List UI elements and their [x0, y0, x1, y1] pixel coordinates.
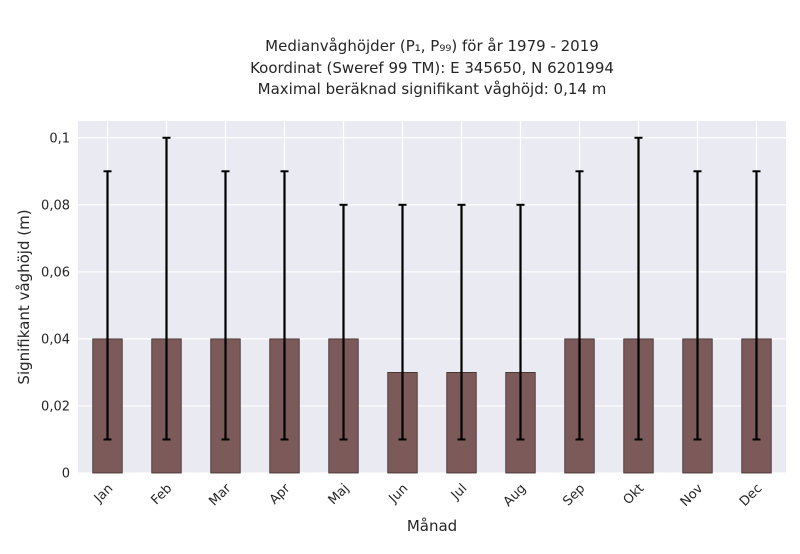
y-axis-label: Signifikant våghöjd (m) — [15, 209, 33, 384]
x-tick-label: Sep — [560, 481, 588, 509]
error-bars — [103, 136, 761, 441]
y-tick-label: 0,02 — [41, 399, 70, 414]
x-axis-label: Månad — [407, 517, 457, 535]
y-tick-label: 0 — [62, 467, 70, 482]
plot-area — [78, 121, 786, 473]
x-tick-label: Jul — [448, 481, 470, 503]
y-tick-label: 0,04 — [41, 332, 70, 347]
y-tick-label: 0,08 — [41, 198, 70, 213]
x-tick-label: Feb — [148, 481, 175, 508]
x-tick-label: Jun — [386, 481, 412, 507]
chart-title-line-3: Maximal beräknad signifikant våghöjd: 0,… — [258, 80, 607, 98]
y-tick-label: 0,1 — [49, 131, 70, 146]
x-tick-label: Nov — [678, 481, 707, 510]
y-tick-label: 0,06 — [41, 265, 70, 280]
chart-title: Medianvåghöjder (P₁, P₉₉) för år 1979 - … — [250, 37, 614, 98]
x-axis-ticks: Jan Feb Mar Apr Maj Jun Jul Aug Sep Okt Nov Dec — [91, 481, 765, 510]
chart-title-line-1: Medianvåghöjder (P₁, P₉₉) för år 1979 - … — [265, 37, 599, 55]
x-tick-label: Jan — [91, 481, 116, 506]
x-tick-label: Aug — [501, 481, 530, 510]
x-tick-label: Dec — [737, 481, 765, 509]
x-tick-label: Apr — [267, 481, 294, 508]
y-axis-ticks: 0 0,02 0,04 0,06 0,08 0,1 — [41, 131, 70, 481]
x-tick-label: Mar — [206, 481, 234, 509]
x-tick-label: Okt — [621, 481, 648, 508]
chart-title-line-2: Koordinat (Sweref 99 TM): E 345650, N 62… — [250, 59, 614, 77]
x-tick-label: Maj — [326, 481, 353, 508]
